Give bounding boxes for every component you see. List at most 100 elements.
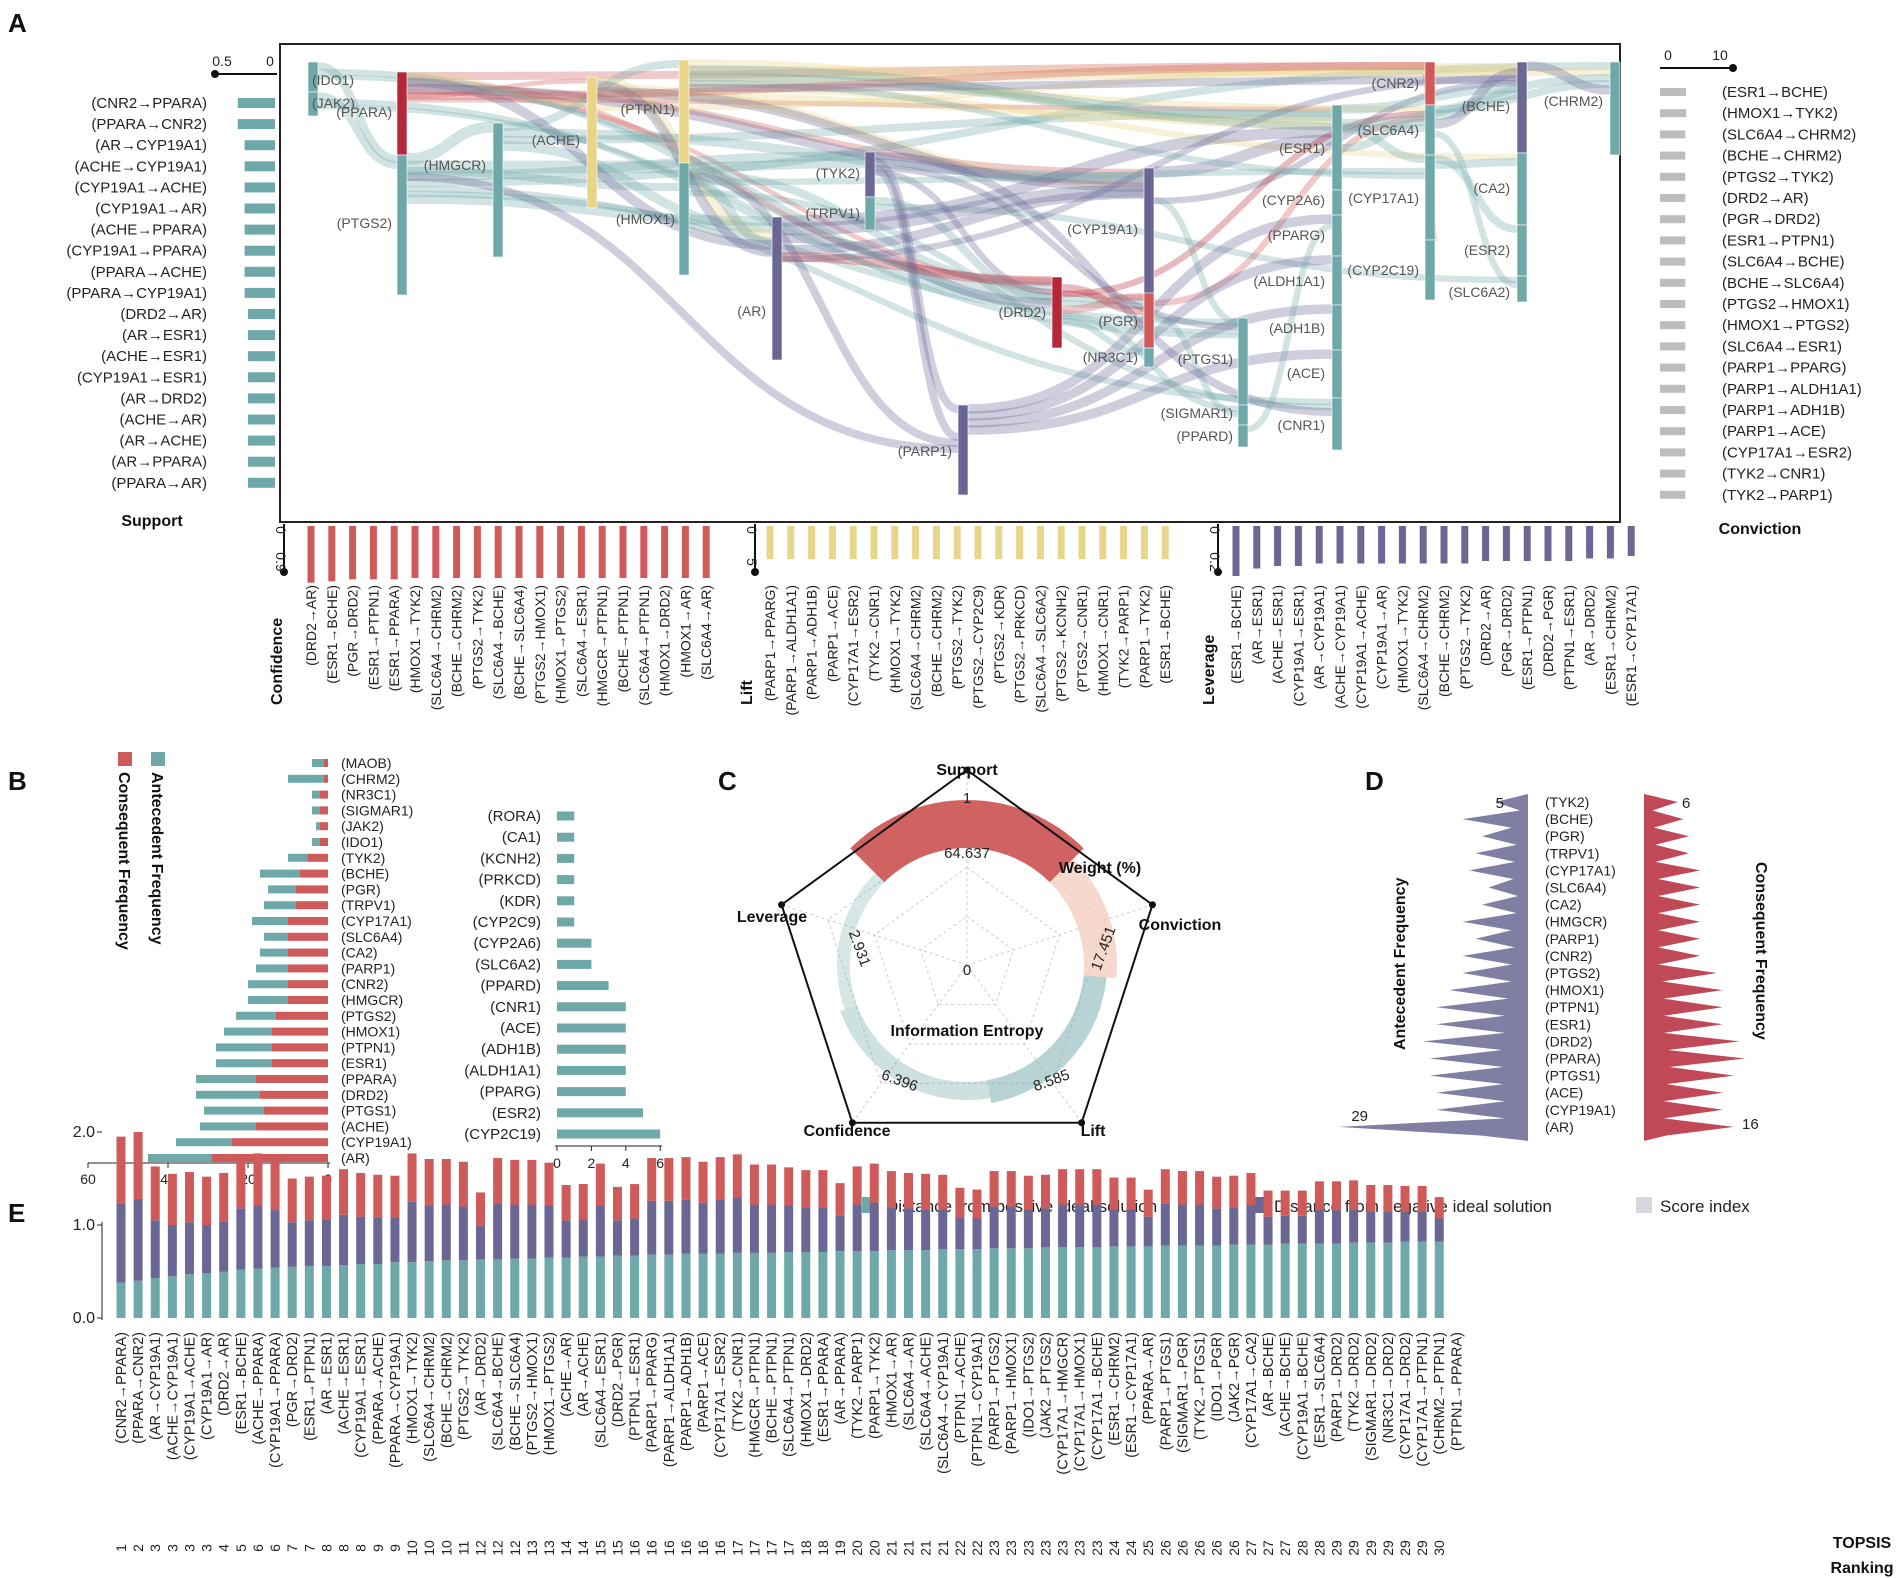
topsis-label: (PARP1→PTGS2) [987,1332,1003,1450]
topsis-rank: 23 [1055,1540,1071,1556]
sankey-link [967,349,1333,435]
consequent-only-label: (CYP2A6) [473,935,541,952]
topsis-bar-negative [938,1209,948,1250]
consequent-only-label: (ALDH1A1) [464,1062,541,1079]
topsis-bar-positive [1263,1244,1273,1318]
sankey-node-label: (SIGMAR1) [1161,405,1233,421]
topsis-bar-positive [818,1251,828,1318]
sankey-node-label: (ADH1B) [1269,320,1325,336]
A-leverage-bar [1357,526,1365,564]
A-confidence-label: (HMOX1→DRD2) [657,585,673,696]
A-leverage-bar [1523,526,1531,561]
sankey-link [688,172,959,447]
topsis-rank: 16 [644,1540,660,1556]
support-label: (AR→ACHE) [119,433,207,450]
topsis-bar-score [818,1170,828,1208]
sankey-link [406,62,1426,80]
conviction-bar [1660,215,1686,224]
d-min-antecedent: 5 [1496,795,1504,812]
sankey-node [1331,349,1343,399]
sankey-node [1516,61,1528,154]
frequency-label: (PTGS2) [341,1008,396,1024]
radar-axis-label: Leverage [737,909,807,926]
topsis-bar-positive [801,1251,811,1318]
topsis-rank: 26 [1174,1540,1190,1556]
radar-vertex [778,901,786,909]
support-tick: 0 [266,53,274,69]
consequent-bar [288,948,328,957]
consequent-only-label: (CA1) [502,829,541,846]
sankey-node-label: (CYP17A1) [1348,190,1419,206]
topsis-label: (IDO1→PTGS2) [1021,1332,1037,1438]
topsis-label: (AR→DRD2) [474,1332,490,1416]
topsis-bar-score [1280,1190,1290,1216]
topsis-bar-score [835,1183,845,1216]
topsis-label: (ACHE→ESR1) [337,1332,353,1434]
topsis-bar-positive [373,1264,383,1318]
antecedent-bar [260,869,300,878]
sankey-node [586,76,598,209]
sankey-link [1061,110,1426,298]
antecedent-bar [196,1075,256,1083]
sankey-link [688,80,1426,113]
A-leverage-label: (SLC6A4→CHRM2) [1415,585,1431,710]
A-confidence-bar [307,526,315,583]
A-confidence-label: (SLC6A4→PTPN1) [636,585,652,706]
topsis-rank: 13 [541,1540,557,1556]
topsis-bar-score [304,1176,314,1221]
topsis-bar-positive [1058,1247,1068,1318]
radar-weight-confidence [840,1005,991,1100]
topsis-rank: 11 [455,1541,471,1556]
topsis-bar-score [955,1187,965,1218]
topsis-bar-positive [493,1259,503,1318]
sankey-link [1247,222,1333,433]
radar-value-label: 64.637 [944,845,990,862]
sankey-link [406,83,1145,176]
topsis-bar-score [1297,1190,1307,1216]
A-confidence-bar [515,526,523,578]
topsis-rank: 28 [1311,1540,1327,1556]
A-lift-bar [1036,526,1044,560]
sankey-node [307,91,319,117]
consequent-bar [324,759,328,767]
sankey-link [874,169,1053,296]
A-leverage-bar [1253,526,1261,569]
radar-spoke [966,964,1083,1124]
conviction-bar [1660,278,1686,287]
radar-grid [873,866,1061,1045]
consequent-only-bar [557,981,609,991]
d-max-antecedent: 29 [1351,1108,1368,1125]
sankey-link [406,190,1239,326]
A-lift-label: (HMOX1→CNR1) [1095,585,1111,696]
sankey-node [864,196,876,231]
consequent-bar [320,790,328,799]
conviction-axis-dot [1729,64,1737,72]
sankey-node [1424,104,1436,156]
consequent-bar [272,1027,328,1036]
frequency-label: (PTPN1) [341,1039,395,1055]
topsis-rank: 14 [558,1540,574,1556]
antecedent-bar [224,1027,272,1036]
consequent-only-label: (CYP2C9) [473,914,541,931]
conviction-title: Conviction [1719,521,1802,538]
topsis-label: (DRD2→AR) [217,1332,233,1416]
antecedent-bar [312,759,324,767]
topsis-bar-negative [681,1199,691,1254]
topsis-bar-score [647,1158,657,1201]
topsis-bar-score [664,1158,674,1201]
topsis-rank: 29 [1380,1540,1396,1556]
A-lift-label: (PARP1→ADH1B) [804,585,820,700]
sankey-link [406,62,1426,100]
support-bar [247,351,275,362]
legend-consequent: Consequent Frequency [115,772,132,950]
support-label: (CYP19A1→ACHE) [74,179,207,196]
topsis-bar-negative [1040,1208,1050,1248]
topsis-rank: 19 [832,1540,848,1556]
A-lift-label: (PARP1→TYK2) [1136,585,1152,688]
radar-weight-conviction [1049,858,1117,979]
topsis-bar-negative [972,1218,982,1250]
sankey-link [406,72,588,106]
topsis-bar-positive [1434,1241,1444,1318]
topsis-bar-score [972,1189,982,1219]
conviction-bar [1660,490,1686,499]
